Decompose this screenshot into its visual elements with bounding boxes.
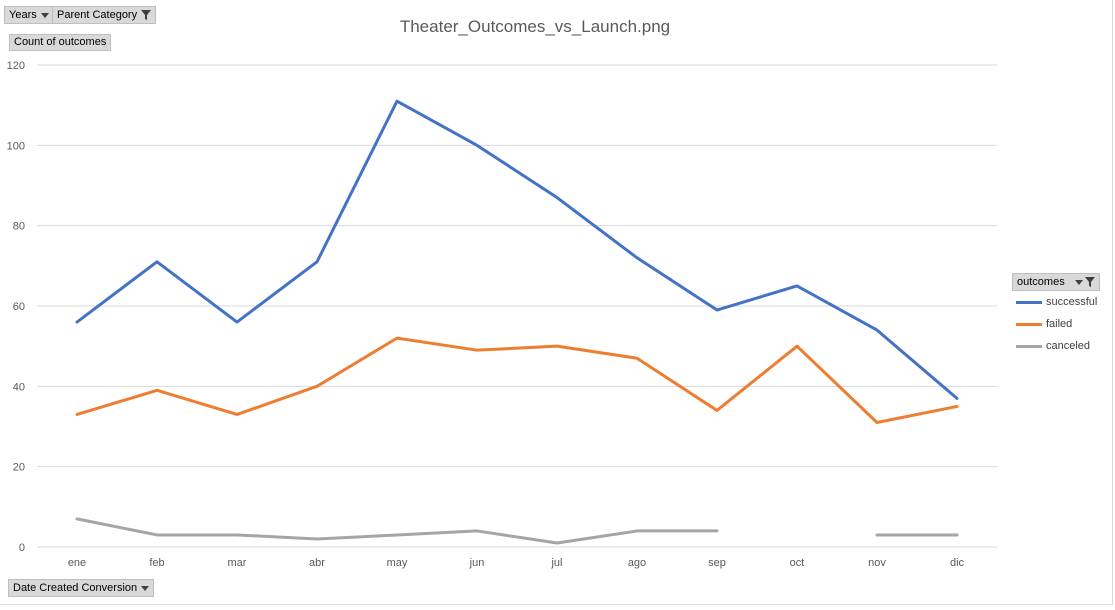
y-tick-label: 40 (13, 381, 25, 393)
x-axis-ticks: ene feb mar abr may jun jul ago sep oct nov dic (68, 557, 965, 569)
filter-icon (1085, 277, 1095, 287)
x-tick-label: dic (950, 557, 965, 569)
y-axis-ticks: 0 20 40 60 80 100 120 (7, 60, 25, 554)
legend-item: canceled (1012, 335, 1102, 357)
series-line-failed (75, 336, 959, 424)
chevron-down-icon (1075, 279, 1083, 285)
filter-icon (141, 10, 152, 20)
x-tick-label: abr (309, 557, 325, 569)
date-created-axis-label: Date Created Conversion (13, 582, 138, 594)
x-tick-label: ene (68, 557, 86, 569)
y-tick-label: 60 (13, 301, 25, 313)
outcomes-legend-filter-button[interactable]: outcomes (1012, 273, 1100, 291)
parent-category-filter-button[interactable]: Parent Category (52, 6, 157, 24)
legend-label: failed (1046, 318, 1073, 330)
legend-label: successful (1046, 296, 1098, 308)
parent-category-filter-label: Parent Category (57, 9, 138, 21)
legend-item: successful (1012, 291, 1102, 313)
grid-lines (37, 64, 997, 548)
date-created-axis-button[interactable]: Date Created Conversion (8, 579, 155, 597)
legend-label: canceled (1046, 340, 1091, 352)
legend-item: failed (1012, 313, 1102, 335)
series-lines (75, 99, 959, 545)
chevron-down-icon (141, 585, 150, 591)
x-tick-label: jul (550, 557, 562, 569)
x-tick-label: nov (868, 557, 886, 569)
x-tick-label: mar (228, 557, 247, 569)
chart-legend: successful failed canceled (1012, 291, 1102, 357)
chart-title: Theater_Outcomes_vs_Launch.png (399, 17, 671, 36)
x-tick-label: feb (149, 557, 164, 569)
x-tick-label: may (387, 557, 408, 569)
years-filter-button[interactable]: Years (4, 6, 54, 24)
y-tick-label: 100 (7, 140, 25, 152)
years-filter-label: Years (9, 9, 37, 21)
series-line-canceled (75, 517, 719, 545)
y-tick-label: 20 (13, 462, 25, 474)
x-tick-label: sep (708, 557, 726, 569)
legend-swatch (1016, 344, 1042, 348)
y-tick-label: 120 (7, 60, 25, 72)
x-tick-label: jun (469, 557, 485, 569)
value-field-button[interactable]: Count of outcomes (9, 34, 112, 51)
x-tick-label: oct (790, 557, 805, 569)
y-tick-label: 0 (19, 542, 25, 554)
legend-swatch (1016, 300, 1042, 304)
legend-swatch (1016, 322, 1042, 326)
value-field-label: Count of outcomes (14, 36, 107, 48)
x-tick-label: ago (628, 557, 646, 569)
chevron-down-icon (40, 12, 49, 18)
y-tick-label: 80 (13, 221, 25, 233)
series-line-successful (75, 99, 959, 400)
outcomes-legend-label: outcomes (1017, 276, 1065, 288)
